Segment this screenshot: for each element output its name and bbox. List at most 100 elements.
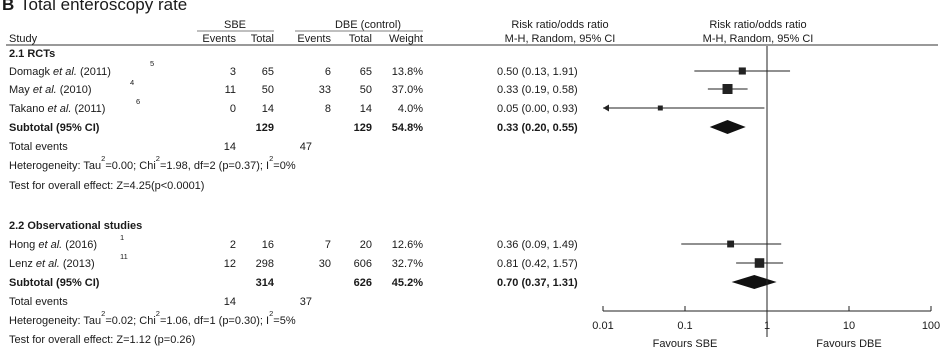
- total-events-label: Total events: [9, 141, 68, 153]
- ci-cell: 0.36 (0.09, 1.49): [497, 239, 578, 251]
- weight-cell: 4.0%: [398, 103, 423, 115]
- sbe-events-cell: 0: [230, 103, 236, 115]
- x-tick-label: 1: [764, 320, 770, 332]
- sbe-events-header: Events: [202, 33, 236, 45]
- chart-title: Total enteroscopy rate: [20, 0, 187, 14]
- total-events-label: Total events: [9, 296, 68, 308]
- panel-letter: B: [2, 0, 14, 14]
- forest-marks: [603, 67, 791, 289]
- dbe-events-cell: 8: [325, 103, 331, 115]
- svg-text:Domagk et al. (2011): Domagk et al. (2011): [9, 66, 111, 78]
- dbe-total-cell: 626: [354, 277, 372, 289]
- table-row: May et al. (2010) 4 11 50 33 50 37.0% 0.…: [9, 78, 578, 96]
- dbe-events-cell: 33: [319, 84, 331, 96]
- study-year: (2013): [63, 258, 95, 270]
- study-ref: 4: [130, 78, 134, 87]
- study-ref: 6: [136, 97, 140, 106]
- sbe-total-cell: 50: [262, 84, 274, 96]
- favours-sbe-label: Favours SBE: [653, 338, 718, 348]
- heterogeneity-row: Heterogeneity: Tau2=0.00; Chi2=1.98, df=…: [9, 154, 296, 172]
- dbe-total-events: 47: [300, 141, 312, 153]
- dbe-events-cell: 7: [325, 239, 331, 251]
- sbe-group-header: SBE: [224, 19, 246, 31]
- dbe-total-cell: 14: [360, 103, 372, 115]
- subtotal-label: Subtotal (95% CI): [9, 277, 100, 289]
- dbe-events-header: Events: [297, 33, 331, 45]
- table-row: Takano et al. (2011) 6 0 14 8 14 4.0% 0.…: [9, 97, 578, 115]
- subtotal-label: Subtotal (95% CI): [9, 122, 100, 134]
- ci-arrow: [603, 104, 609, 112]
- weight-header: Weight: [389, 33, 423, 45]
- weight-cell: 54.8%: [392, 122, 423, 134]
- study-name: Domagk: [9, 66, 50, 78]
- sbe-total-cell: 65: [262, 66, 274, 78]
- study-name: Takano: [9, 103, 44, 115]
- study-year: (2011): [74, 103, 105, 115]
- sbe-events-cell: 2: [230, 239, 236, 251]
- svg-text:Heterogeneity: Tau2=0.02; Chi2: Heterogeneity: Tau2=0.02; Chi2=1.06, df=…: [9, 309, 296, 327]
- x-axis: 0.01 0.1 1 10 100 Favours SBE Favours DBE: [592, 46, 940, 348]
- total-events-row: Total events 14 37: [9, 296, 312, 308]
- sbe-events-cell: 11: [225, 84, 236, 96]
- point-estimate: [754, 258, 765, 268]
- dbe-total-cell: 50: [360, 84, 372, 96]
- ci-cell: 0.70 (0.37, 1.31): [497, 277, 578, 289]
- dbe-events-cell: 6: [325, 66, 331, 78]
- study-name: Lenz: [9, 258, 33, 270]
- weight-cell: 13.8%: [392, 66, 423, 78]
- sbe-events-cell: 12: [224, 258, 236, 270]
- svg-text:Lenz et al. (2013): Lenz et al. (2013): [9, 258, 95, 270]
- study-ref: 1: [120, 233, 124, 242]
- subtotal-row: Subtotal (95% CI) 314 626 45.2% 0.70 (0.…: [9, 277, 578, 289]
- favours-dbe-label: Favours DBE: [816, 338, 881, 348]
- dbe-events-cell: 30: [319, 258, 331, 270]
- weight-cell: 45.2%: [392, 277, 423, 289]
- sbe-total-events: 14: [224, 296, 236, 308]
- dbe-total-header: Total: [349, 33, 372, 45]
- overall-effect-text: Test for overall effect: Z=4.25(p<0.0001…: [9, 180, 204, 192]
- effect-title-right: Risk ratio/odds ratio: [709, 19, 806, 31]
- study-ref: 5: [150, 59, 154, 68]
- study-name: May: [9, 84, 30, 96]
- table-row: Domagk et al. (2011) 5 3 65 6 65 13.8% 0…: [9, 59, 578, 78]
- weight-cell: 12.6%: [392, 239, 423, 251]
- study-year: (2011): [80, 66, 111, 78]
- point-estimate: [722, 84, 733, 94]
- heterogeneity-row: Heterogeneity: Tau2=0.02; Chi2=1.06, df=…: [9, 309, 296, 327]
- overall-effect-text: Test for overall effect: Z=1.12 (p=0.26): [9, 334, 195, 346]
- heterogeneity-chi: =1.06, df=1 (p=0.30); I: [160, 315, 269, 327]
- sbe-total-cell: 298: [256, 258, 274, 270]
- table-row: Lenz et al. (2013) 11 12 298 30 606 32.7…: [9, 252, 578, 270]
- effect-title-left: Risk ratio/odds ratio: [511, 19, 608, 31]
- study-column-header: Study: [9, 33, 38, 45]
- dbe-total-events: 37: [300, 296, 312, 308]
- study-name: Hong: [9, 239, 35, 251]
- svg-text:Hong et al. (2016): Hong et al. (2016): [9, 239, 97, 251]
- weight-cell: 37.0%: [392, 84, 423, 96]
- sbe-total-cell: 129: [256, 122, 274, 134]
- dbe-total-cell: 129: [354, 122, 372, 134]
- subtotal-diamond: [709, 120, 746, 134]
- dbe-group-header: DBE (control): [335, 19, 401, 31]
- point-estimate: [738, 67, 746, 75]
- heterogeneity-i2: =0%: [273, 160, 296, 172]
- dbe-total-cell: 65: [360, 66, 372, 78]
- ci-cell: 0.50 (0.13, 1.91): [497, 66, 578, 78]
- heterogeneity-tau: =0.00; Chi: [105, 160, 155, 172]
- heterogeneity-tau: =0.02; Chi: [105, 315, 155, 327]
- effect-method-right: M-H, Random, 95% CI: [703, 33, 814, 45]
- total-events-row: Total events 14 47: [9, 141, 312, 153]
- table-row: Hong et al. (2016) 1 2 16 7 20 12.6% 0.3…: [9, 233, 578, 251]
- sbe-total-header: Total: [251, 33, 274, 45]
- effect-method-left: M-H, Random, 95% CI: [505, 33, 616, 45]
- ci-cell: 0.33 (0.19, 0.58): [497, 84, 578, 96]
- group-title-observational: 2.2 Observational studies: [9, 220, 142, 232]
- sbe-total-cell: 314: [256, 277, 275, 289]
- heterogeneity-chi: =1.98, df=2 (p=0.37); I: [160, 160, 269, 172]
- heterogeneity-i2: =5%: [273, 315, 296, 327]
- dbe-total-cell: 20: [360, 239, 372, 251]
- weight-cell: 32.7%: [392, 258, 423, 270]
- subtotal-diamond: [731, 275, 777, 289]
- x-tick-label: 0.1: [677, 320, 692, 332]
